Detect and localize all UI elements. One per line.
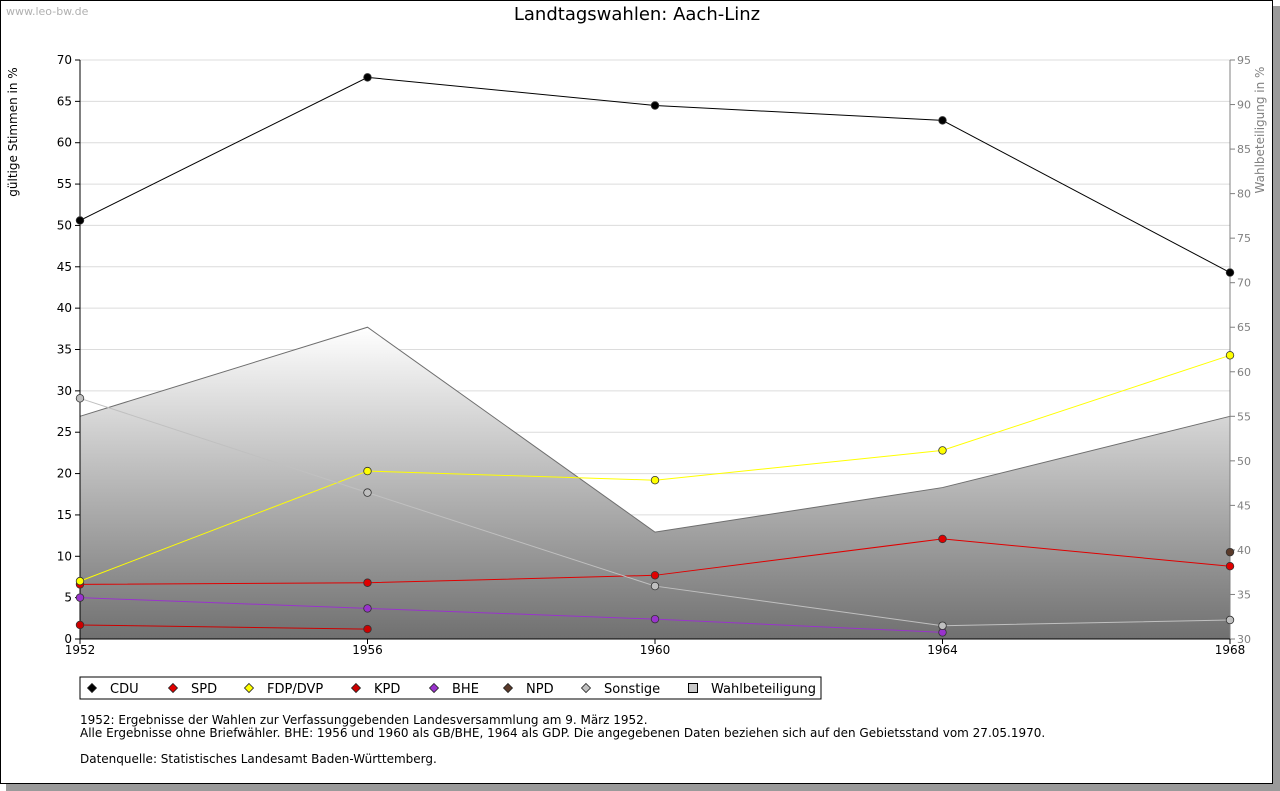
y-tick-label: 70 — [57, 53, 72, 67]
frame-shadow-bottom — [6, 784, 1280, 791]
data-point-cdu — [938, 116, 947, 125]
data-point-cdu — [363, 73, 372, 82]
turnout-area — [79, 326, 1231, 639]
y-tick-label: 0 — [64, 632, 72, 646]
legend-label: Sonstige — [604, 682, 660, 697]
y-tick-label: 5 — [64, 591, 72, 605]
y2-tick-label: 65 — [1237, 321, 1251, 334]
data-point-cdu — [1225, 268, 1235, 277]
y-tick-label: 30 — [57, 384, 72, 398]
data-point-sonstige — [650, 581, 660, 591]
y-tick-label: 10 — [57, 549, 72, 563]
data-point-spd — [650, 571, 660, 580]
data-point-kpd — [363, 624, 372, 634]
legend-marker-fdp/dvp — [243, 682, 255, 694]
y2-tick-label: 90 — [1237, 99, 1251, 112]
x-tick-label: 1956 — [352, 643, 383, 657]
y-tick-label: 15 — [57, 508, 72, 522]
legend-marker-kpd — [350, 682, 362, 694]
data-point-fdp/dvp — [1225, 351, 1235, 360]
x-tick-label: 1960 — [640, 643, 671, 657]
series-line-bhe — [79, 597, 943, 633]
watermark: www.leo-bw.de — [6, 5, 89, 18]
note-briefwaehler: Alle Ergebnisse ohne Briefwähler. BHE: 1… — [80, 726, 1046, 740]
y-tick-label: 60 — [57, 136, 72, 150]
y2-tick-label: 85 — [1237, 143, 1251, 156]
y-tick-label: 55 — [57, 177, 72, 191]
y2-tick-label: 55 — [1237, 410, 1251, 423]
data-point-spd — [938, 534, 947, 544]
series-line-kpd — [79, 624, 368, 630]
y2-tick-label: 70 — [1237, 277, 1251, 290]
x-tick-label: 1968 — [1215, 643, 1246, 657]
data-point-bhe — [75, 593, 85, 602]
y-tick-label: 20 — [57, 467, 72, 481]
legend: CDU SPD FDP/DVP KPD BHE NPD Sonstige Wahlbeteil… — [79, 676, 822, 700]
data-point-sonstige — [1225, 615, 1235, 625]
legend-label: CDU — [110, 682, 139, 697]
legend-label: Wahlbeteiligung — [711, 682, 816, 697]
y2-tick-label: 40 — [1237, 544, 1251, 557]
y2-tick-label: 95 — [1237, 54, 1251, 67]
chart-title: Landtagswahlen: Aach-Linz — [514, 4, 760, 25]
data-point-fdp/dvp — [363, 466, 372, 476]
turnout-area-fill — [80, 327, 1230, 639]
legend-box — [79, 676, 822, 700]
y-tick-label: 45 — [57, 260, 72, 274]
legend-marker-bhe — [428, 682, 440, 694]
data-point-npd — [1225, 547, 1235, 557]
y2-tick-label: 35 — [1237, 588, 1251, 601]
data-point-spd — [363, 578, 372, 587]
y2-tick-label: 30 — [1237, 633, 1251, 646]
legend-marker-cdu — [86, 682, 98, 694]
y-tick-label: 35 — [57, 343, 72, 357]
data-point-bhe — [363, 604, 372, 613]
data-point-sonstige — [363, 488, 372, 497]
legend-marker-spd — [167, 682, 179, 694]
data-point-sonstige — [938, 621, 947, 630]
y2-tick-label: 60 — [1237, 366, 1251, 379]
y2-tick-label: 50 — [1237, 455, 1251, 468]
y-tick-label: 65 — [57, 94, 72, 108]
legend-marker-npd — [502, 682, 514, 694]
series-points — [75, 73, 1235, 637]
legend-label: NPD — [526, 682, 554, 697]
legend-label: BHE — [452, 682, 479, 697]
legend-marker-sonstige — [580, 682, 592, 694]
x-tick-label: 1952 — [65, 643, 96, 657]
legend-label: KPD — [374, 682, 400, 697]
data-point-kpd — [75, 620, 85, 630]
data-point-cdu — [75, 216, 85, 225]
note-1952: 1952: Ergebnisse der Wahlen zur Verfassu… — [80, 713, 648, 727]
y-tick-label: 50 — [57, 218, 72, 232]
y2-tick-label: 80 — [1237, 188, 1251, 201]
data-point-fdp/dvp — [938, 446, 947, 455]
data-point-fdp/dvp — [650, 475, 660, 485]
y2-tick-label: 75 — [1237, 232, 1251, 245]
turnout-area-outline — [79, 326, 1231, 533]
data-point-cdu — [650, 101, 660, 110]
x-tick-label: 1964 — [927, 643, 958, 657]
legend-label: FDP/DVP — [267, 682, 323, 697]
data-point-bhe — [650, 614, 660, 624]
data-point-fdp/dvp — [75, 576, 85, 586]
y2-axis-label: Wahlbeteiligung in % — [1253, 67, 1267, 194]
axes: 0 5 10 15 20 25 30 35 40 45 50 55 60 65 70 30 35 40 45 50 55… — [57, 53, 1251, 657]
legend-label: SPD — [191, 682, 217, 697]
y2-tick-label: 45 — [1237, 499, 1251, 512]
note-datenquelle: Datenquelle: Statistisches Landesamt Bad… — [80, 752, 437, 766]
y-axis-label: gültige Stimmen in % — [6, 67, 20, 196]
y-tick-label: 25 — [57, 425, 72, 439]
legend-swatch-wahlbeteiligung — [688, 683, 698, 693]
frame-shadow-right — [1273, 6, 1280, 791]
data-point-spd — [1225, 562, 1235, 571]
y-tick-label: 40 — [57, 301, 72, 315]
data-point-sonstige — [75, 394, 85, 403]
